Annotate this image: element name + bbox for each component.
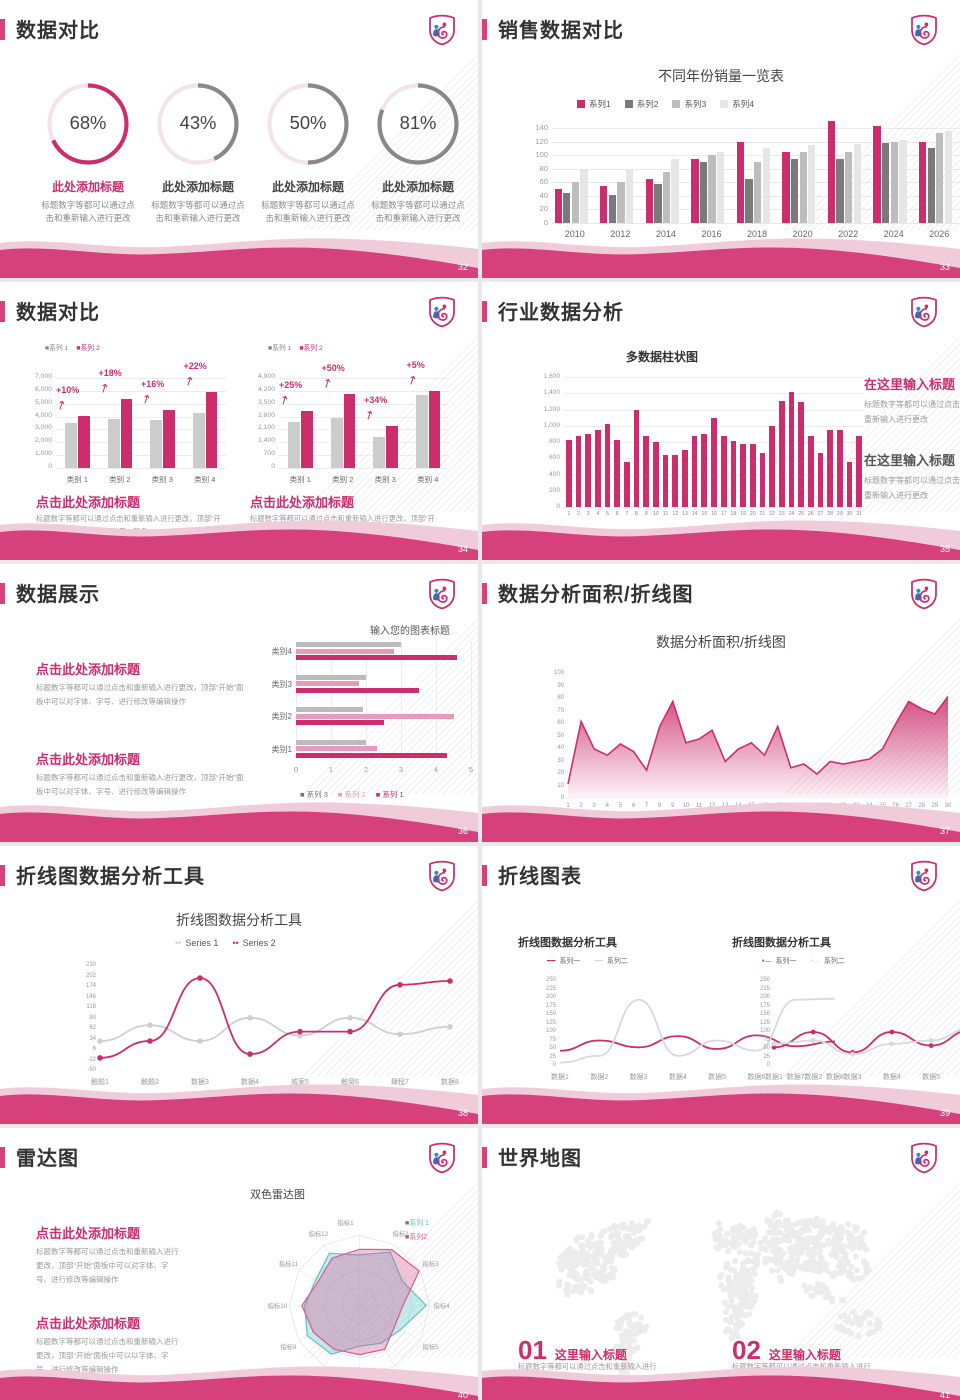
svg-text:43%: 43%: [180, 112, 217, 133]
svg-text:81%: 81%: [400, 112, 437, 133]
svg-text:68%: 68%: [70, 112, 107, 133]
svg-text:50%: 50%: [290, 112, 327, 133]
